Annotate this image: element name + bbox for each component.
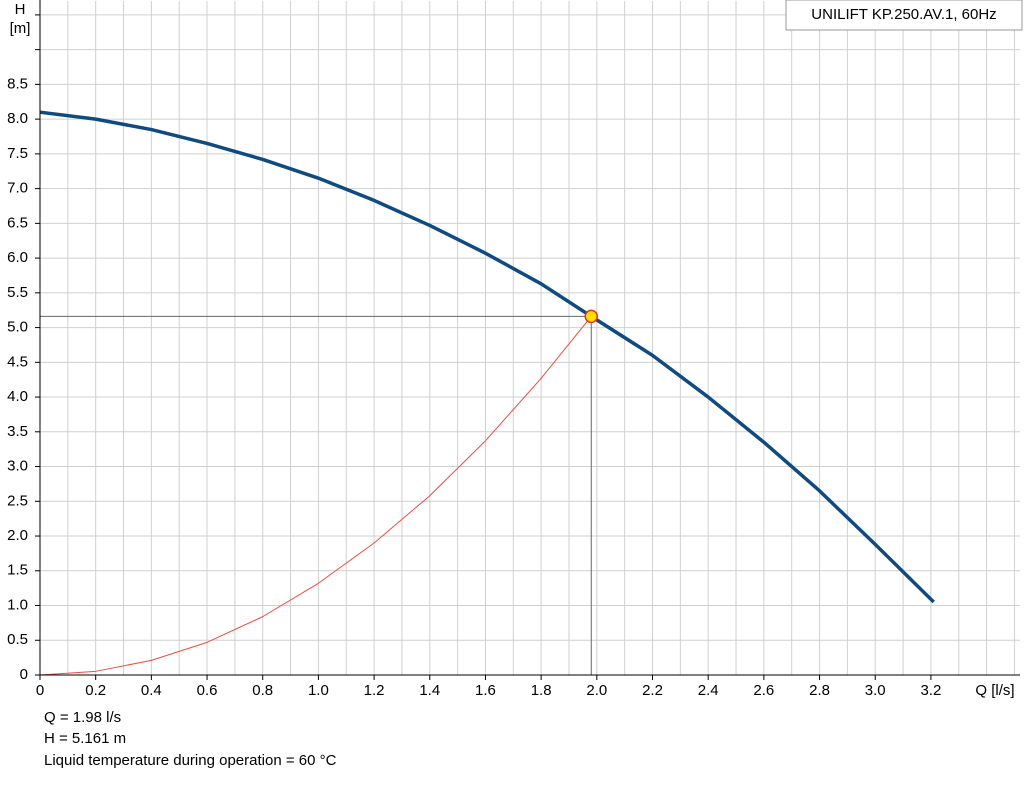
x-tick-label: 3.2: [920, 682, 941, 699]
x-tick-label: 0.2: [85, 682, 106, 699]
x-tick-label: 0: [36, 682, 44, 699]
y-tick-label: 6.5: [7, 214, 28, 231]
y-tick-label: 2.0: [7, 527, 28, 544]
x-tick-label: 2.8: [809, 682, 830, 699]
x-tick-label: 3.0: [865, 682, 886, 699]
curve: [39, 316, 592, 676]
y-tick-label: 3.5: [7, 423, 28, 440]
y-tick-label: 0: [20, 666, 28, 683]
y-axis-label: H: [15, 1, 26, 18]
x-tick-label: 0.6: [197, 682, 218, 699]
y-tick-label: 1.0: [7, 596, 28, 613]
annotation: Liquid temperature during operation = 60…: [44, 752, 337, 769]
y-tick-label: 7.5: [7, 145, 28, 162]
annotation: H = 5.161 m: [44, 730, 126, 747]
y-tick-label: 4.5: [7, 353, 28, 370]
x-tick-label: 0.8: [252, 682, 273, 699]
y-tick-label: 0.5: [7, 631, 28, 648]
y-tick-label: 5.5: [7, 284, 28, 301]
y-tick-label: 1.5: [7, 562, 28, 579]
y-tick-label: 5.0: [7, 319, 28, 336]
y-axis-unit: [m]: [10, 20, 31, 37]
x-tick-label: 2.6: [753, 682, 774, 699]
x-axis-label: Q [l/s]: [975, 682, 1014, 699]
y-tick-label: 6.0: [7, 249, 28, 266]
y-tick-label: 8.0: [7, 110, 28, 127]
x-tick-label: 2.2: [642, 682, 663, 699]
annotation: Q = 1.98 l/s: [44, 709, 121, 726]
x-tick-label: 1.6: [475, 682, 496, 699]
x-tick-label: 1.8: [531, 682, 552, 699]
x-tick-label: 1.0: [308, 682, 329, 699]
operating-point: [584, 309, 598, 324]
x-tick-label: 0.4: [141, 682, 162, 699]
curve: [39, 110, 935, 604]
y-tick-label: 2.5: [7, 492, 28, 509]
y-tick-label: 8.5: [7, 75, 28, 92]
x-tick-label: 2.0: [586, 682, 607, 699]
x-tick-label: 2.4: [698, 682, 719, 699]
x-tick-label: 1.4: [419, 682, 440, 699]
title-box: [785, 0, 1023, 31]
y-tick-label: 3.0: [7, 458, 28, 475]
x-tick-label: 1.2: [364, 682, 385, 699]
chart-title: UNILIFT KP.250.AV.1, 60Hz: [811, 6, 996, 23]
y-tick-label: 4.0: [7, 388, 28, 405]
y-tick-label: 7.0: [7, 180, 28, 197]
